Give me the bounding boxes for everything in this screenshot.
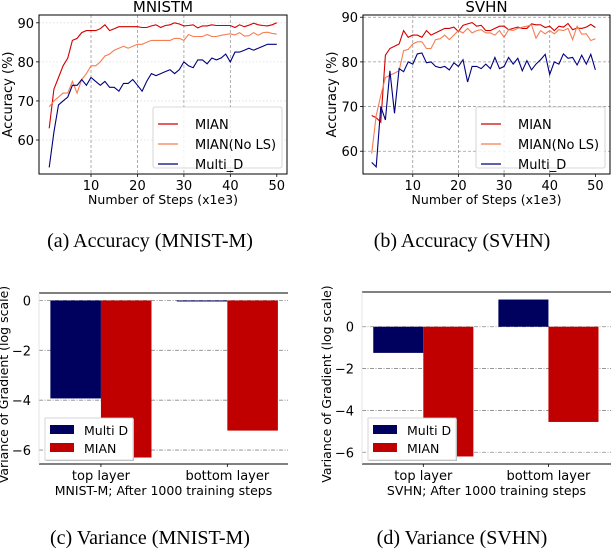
y-tick-label: 70 [341,101,358,116]
bar-multi-d-0 [373,326,424,353]
legend-label: MIAN [407,441,439,456]
y-tick-label: 0 [346,321,354,336]
bar-multi-d-1 [498,299,549,327]
legend-label: MIAN [518,118,552,133]
axes-frame [38,14,288,175]
legend-swatch [50,443,74,452]
caption-b: (b) Accuracy (SVHN) [373,230,551,252]
x-tick-label: 10 [404,179,421,194]
y-tick-label: −6 [12,444,31,459]
chart-title: SVHN [465,0,507,16]
legend-swatch [50,425,74,434]
legend-label: Multi_D [195,158,243,173]
x-tick-label: top layer [394,469,453,484]
series-line-mian-no-ls- [371,24,596,154]
y-tick-label: −4 [335,404,354,419]
x-tick-label: 30 [176,179,193,194]
series-line-mian [48,22,278,129]
y-tick-label: 80 [17,56,34,71]
x-axis-label: Number of Steps (x1e3) [412,192,562,207]
x-axis-label: SVHN; After 1000 training steps [387,483,586,498]
legend: MIAN MIAN(No LS) Multi_D [475,106,606,173]
y-tick-label: 60 [341,145,358,160]
y-tick-label: −4 [12,394,31,409]
y-tick-label: 70 [17,95,34,110]
legend-label: MIAN(No LS) [195,138,276,153]
legend-box [152,106,283,169]
series-line-multi-d [48,43,277,168]
x-axis-label: MNIST-M; After 1000 training steps [55,483,272,498]
x-tick-label: 30 [496,179,513,194]
y-axis-label: Accuracy (%) [325,52,340,138]
caption-d: (d) Variance (SVHN) [376,527,548,549]
x-axis-label: Number of Steps (x1e3) [88,192,238,207]
y-tick-label: 80 [341,56,358,71]
legend: MIAN MIAN(No LS) Multi_D [152,106,283,173]
x-tick-label: bottom layer [185,469,269,484]
bar-multi-d-0 [50,300,101,399]
bar-multi-d-1 [176,300,228,302]
legend: Multi D MIAN [44,417,134,461]
axes-frame [362,14,611,175]
x-tick-label: 50 [587,179,604,194]
legend-label: Multi_D [518,158,566,173]
caption-a: (a) Accuracy (MNIST-M) [47,230,253,252]
y-tick-label: −6 [335,446,354,461]
legend-swatch [373,443,397,452]
caption-c: (c) Variance (MNIST-M) [50,527,250,549]
x-tick-label: bottom layer [507,469,591,484]
x-tick-label: 40 [222,179,239,194]
y-axis-label: Variance of Gradient (log scale) [0,286,11,483]
y-tick-label: −2 [12,344,31,359]
y-tick-label: 90 [341,11,358,26]
x-tick-label: 40 [541,179,558,194]
legend-label: Multi D [84,423,128,438]
y-axis-label: Accuracy (%) [1,52,16,138]
chart-panel-1: 60 70 80 90 10 20 30 40 50 SVHN Number of Steps (x… [325,0,611,207]
series-line-mian [371,21,596,124]
y-axis-label: Variance of Gradient (log scale) [319,285,334,482]
x-tick-label: 20 [129,179,146,194]
y-tick-label: 60 [17,134,34,149]
bar-mian-1 [548,326,599,422]
y-tick-label: 0 [23,294,31,309]
y-tick-label: −2 [335,363,354,378]
legend-label: MIAN(No LS) [518,138,599,153]
legend-label: MIAN [84,441,116,456]
x-tick-label: 50 [269,179,286,194]
y-tick-label: 90 [17,17,34,32]
x-tick-label: 20 [450,179,467,194]
legend-label: MIAN [195,118,229,133]
legend-label: Multi D [407,423,451,438]
x-tick-label: 10 [83,179,100,194]
legend: Multi D MIAN [367,417,457,461]
legend-box [475,106,606,169]
x-tick-label: top layer [72,469,131,484]
chart-panel-0: 60 70 80 90 10 20 30 40 50 MNISTM Number of Steps … [1,0,288,207]
series-line-multi-d [371,52,596,169]
bar-mian-1 [227,300,278,431]
series-line-mian-no-ls- [48,31,277,108]
legend-swatch [373,425,397,434]
chart-title: MNISTM [133,0,193,16]
